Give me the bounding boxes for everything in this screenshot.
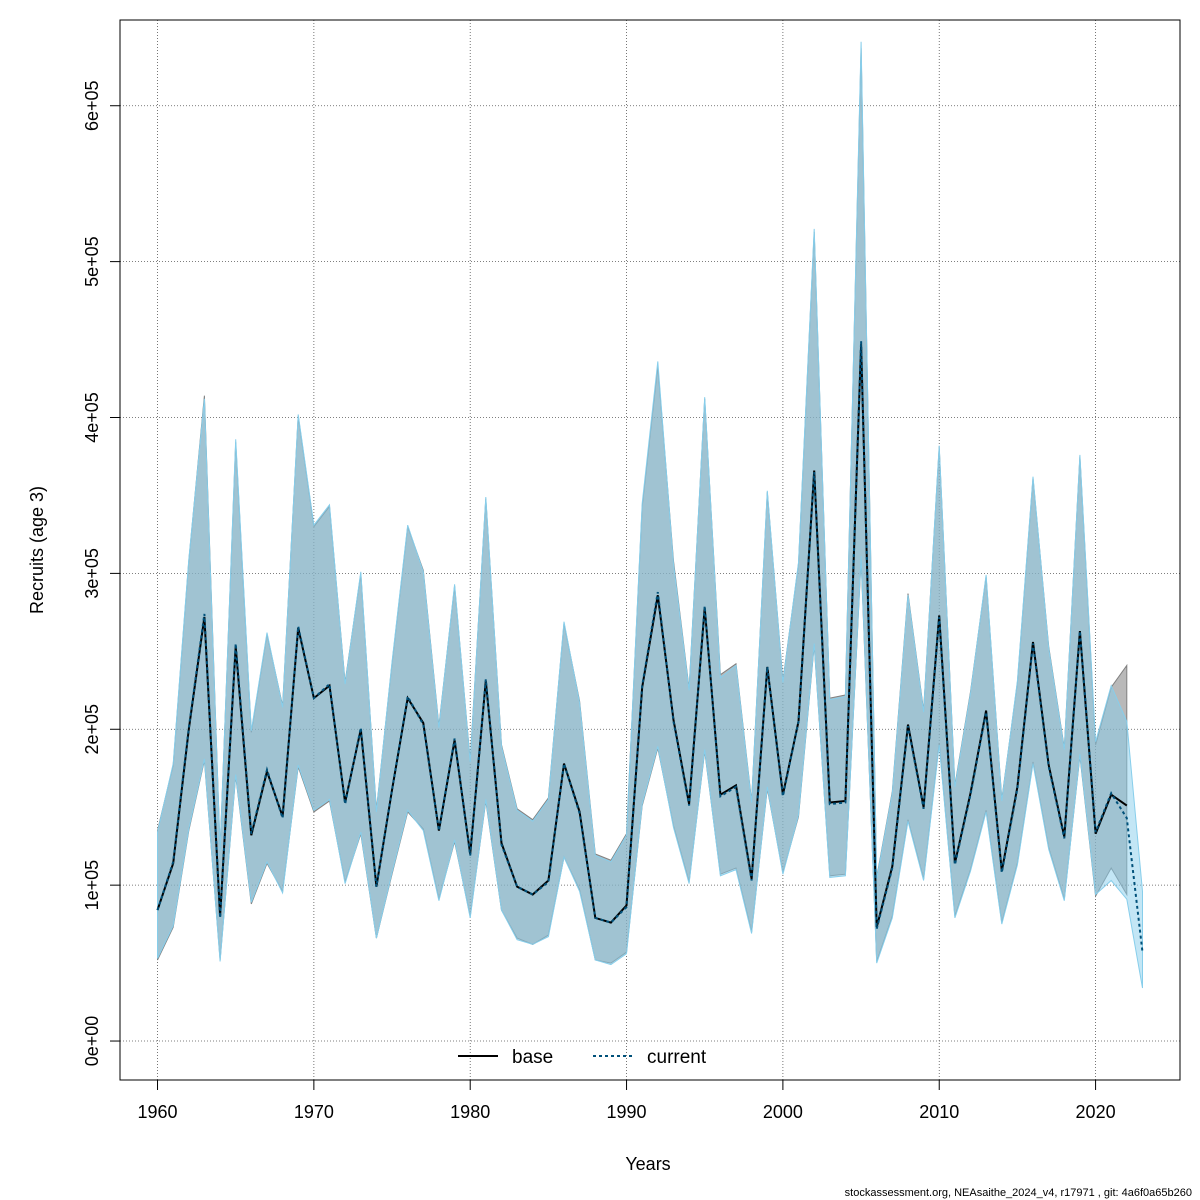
x-axis-title: Years [625,1154,670,1174]
x-tick-label: 1960 [137,1102,177,1122]
line-current [156,341,1144,953]
series-lines [156,341,1144,953]
legend-base-label: base [512,1047,553,1068]
y-tick-label: 0e+00 [82,1016,102,1067]
plot-frame [119,19,1181,1081]
y-axis-title: Recruits (age 3) [27,486,47,614]
y-axis-ticks: 0e+00 1e+05 2e+05 3e+05 4e+05 5e+05 6e+05 [82,80,120,1066]
band-current [157,41,1143,989]
x-tick-label: 2020 [1076,1102,1116,1122]
y-tick-label: 5e+05 [82,236,102,287]
x-axis-ticks: 1960 1970 1980 1990 2000 2010 2020 [137,1080,1116,1122]
y-tick-label: 3e+05 [82,548,102,599]
x-tick-label: 1990 [607,1102,647,1122]
y-tick-label: 2e+05 [82,704,102,755]
x-tick-label: 2010 [919,1102,959,1122]
y-tick-label: 4e+05 [82,392,102,443]
confidence-bands [157,41,1143,989]
x-tick-label: 1970 [294,1102,334,1122]
footer-credit: stockassessment.org, NEAsaithe_2024_v4, … [845,1187,1192,1199]
y-tick-label: 6e+05 [82,80,102,131]
x-tick-label: 2000 [763,1102,803,1122]
legend-current-label: current [647,1047,707,1068]
legend: base current [458,1047,707,1068]
x-tick-label: 1980 [450,1102,490,1122]
y-tick-label: 1e+05 [82,860,102,911]
